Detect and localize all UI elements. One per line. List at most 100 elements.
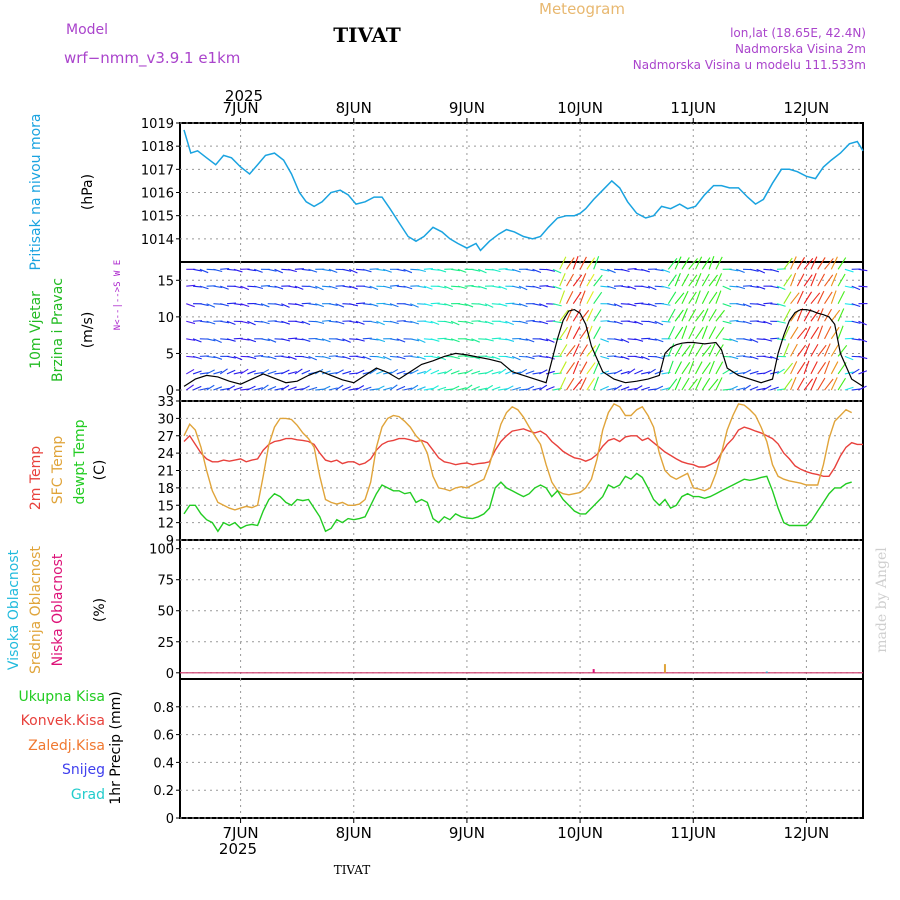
wind-arrow [308,268,318,273]
wind-arrow [593,256,600,270]
y-tick-label: 1017 [141,163,174,178]
wind-arrow [756,320,766,324]
wind-arrow [240,368,249,375]
wind-arrow [688,274,698,287]
wind-arrow [545,386,555,391]
wind-arrow [708,291,718,305]
wind-arrow [572,360,580,375]
wind-arrow [525,385,535,391]
cloud-panel [179,539,864,680]
wind-arrow [742,355,753,359]
wind-arrow [518,368,527,375]
wind-arrow [858,385,867,391]
wind-arrow [667,343,675,357]
y-tick-label: 24 [157,447,174,462]
wind-arrow [803,291,813,304]
y-tick-label: 0 [166,812,174,827]
wind-arrow [457,285,467,290]
wind-arrow [505,320,514,326]
wind-arrow [464,369,473,375]
wind-arrow [620,268,630,273]
wind-arrow [722,320,732,324]
wind-arrow [837,325,844,340]
wind-arrow [647,285,657,291]
x-tick-label-bottom: 12JUN [784,824,830,842]
wind-arrow [518,320,528,324]
wind-arrow [416,386,426,391]
wind-arrow [321,370,331,375]
wind-arrow [715,327,725,340]
wind-arrow [525,268,535,272]
wind-arrow [450,320,460,326]
wind-arrow [267,355,277,360]
wind-arrow [383,387,392,391]
legend-grad: Grad [71,787,105,803]
wind-arrow [220,267,230,270]
wind-arrow [708,255,715,270]
wind-arrow [382,355,392,361]
wind-arrow [796,327,807,340]
wind-arrow [837,308,845,322]
wind-arrow [416,338,426,343]
wind-arrow [355,302,366,305]
wind-arrow [376,355,386,359]
wind-arrow [532,268,542,274]
wind-arrow [525,319,535,322]
wind-arrow [321,385,331,391]
wind-arrow [749,285,759,288]
wind-arrow [579,344,588,357]
wind-arrow [634,369,643,375]
wind-arrow [674,292,685,305]
wind-arrow [226,369,236,375]
x-tick-label-bottom: 8JUN [336,824,372,842]
wind-arrow [389,320,399,325]
elevation-label: Nadmorska Visina 2m [735,42,866,56]
wind-arrow [830,309,841,322]
wind-arrow [654,268,664,272]
wind-arrow [328,303,338,306]
wind-arrow [396,338,406,343]
wind-arrow [640,355,650,361]
wind-arrow [199,387,209,391]
y-tick-label: 15 [157,499,174,514]
wind-arrow [443,368,453,375]
wind-arrow [844,285,854,289]
wind-arrow [274,387,284,391]
wind-arrow [783,362,794,375]
wind-arrow [817,325,824,340]
wind-arrow [301,338,311,342]
wind-arrow [688,378,698,391]
wind-arrow [301,355,311,359]
y-tick-label: 12 [157,517,174,532]
temp-line-2 [183,472,852,533]
wind-arrow [803,360,810,375]
wind-arrow [525,355,535,360]
wind-arrow [396,355,406,360]
wind-arrow [254,355,264,357]
wind-unit: (m/s) [80,312,96,349]
x-tick-label-top: 10JUN [557,99,603,117]
footer-station: TIVAT [334,863,371,877]
wind-arrow [566,362,575,375]
wind-arrow [634,338,644,342]
wind-arrow [186,338,196,341]
wind-arrow [206,320,216,325]
wind-arrow [226,385,236,391]
wind-arrow [803,378,814,391]
wind-arrow [532,285,542,290]
wind-arrow [613,369,623,375]
x-tick-label-top: 8JUN [336,99,372,117]
wind-arrow [505,338,515,342]
wind-arrow [681,257,690,270]
wind-arrow [627,285,637,290]
wind-arrow [674,326,684,340]
wind-arrow [254,303,264,306]
wind-arrow [701,257,711,270]
wind-arrow [539,303,548,308]
wind-arrow [790,272,797,287]
wind-arrow [342,285,352,288]
wind-arrow [810,343,819,357]
wind-arrow [579,361,588,375]
wind-arrow [681,362,691,375]
wind-arrow [742,303,752,308]
